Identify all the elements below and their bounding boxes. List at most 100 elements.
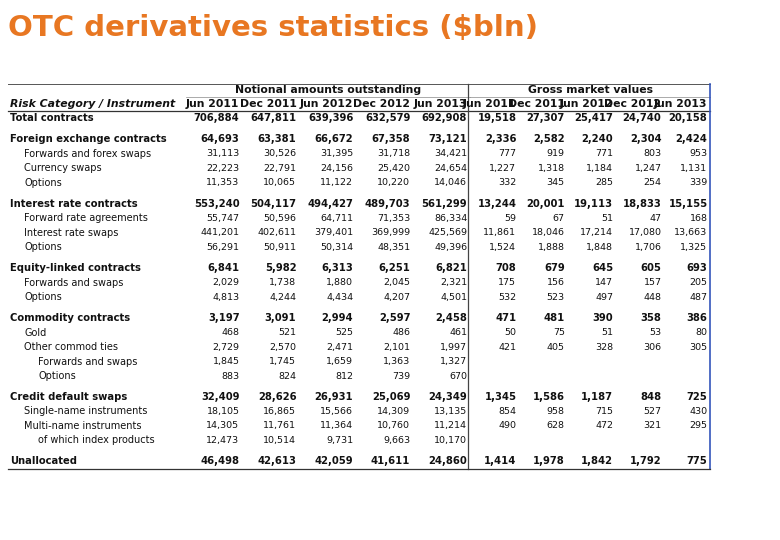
- Text: 321: 321: [644, 421, 661, 430]
- Text: 32,409: 32,409: [201, 392, 239, 402]
- Text: 14,309: 14,309: [378, 407, 410, 416]
- Text: 715: 715: [595, 407, 613, 416]
- Text: 486: 486: [392, 328, 410, 337]
- Text: 472: 472: [595, 421, 613, 430]
- Text: 775: 775: [686, 456, 707, 467]
- Text: 71,353: 71,353: [377, 214, 410, 223]
- Text: Commodity contracts: Commodity contracts: [10, 313, 130, 323]
- Text: 53: 53: [649, 328, 661, 337]
- Text: 306: 306: [644, 342, 661, 352]
- Text: 605: 605: [640, 263, 661, 273]
- Text: 10,514: 10,514: [264, 436, 296, 445]
- Text: 692,908: 692,908: [422, 113, 467, 124]
- Text: 42,613: 42,613: [257, 456, 296, 467]
- Text: 2,240: 2,240: [581, 134, 613, 144]
- Text: 487: 487: [690, 293, 707, 302]
- Text: 16,865: 16,865: [264, 407, 296, 416]
- Text: 1,247: 1,247: [634, 164, 661, 173]
- Text: 532: 532: [498, 293, 516, 302]
- Text: 1,586: 1,586: [533, 392, 565, 402]
- Text: 1,978: 1,978: [533, 456, 565, 467]
- Text: of which index products: of which index products: [38, 435, 155, 445]
- Text: 56,291: 56,291: [207, 243, 239, 252]
- Text: Jun 2012: Jun 2012: [559, 99, 613, 109]
- Text: 481: 481: [544, 313, 565, 323]
- Text: 1,524: 1,524: [489, 243, 516, 252]
- Text: 1,184: 1,184: [586, 164, 613, 173]
- Text: 523: 523: [547, 293, 565, 302]
- Text: 147: 147: [595, 278, 613, 287]
- Text: 1,888: 1,888: [537, 243, 565, 252]
- Text: 441,201: 441,201: [200, 228, 239, 237]
- Text: 1,187: 1,187: [581, 392, 613, 402]
- Text: 2,304: 2,304: [629, 134, 661, 144]
- Text: 11,761: 11,761: [264, 421, 296, 430]
- Text: 10,170: 10,170: [434, 436, 467, 445]
- Text: 168: 168: [690, 214, 707, 223]
- Text: Gold: Gold: [24, 328, 47, 338]
- Text: 2,029: 2,029: [212, 278, 239, 287]
- Text: 28,626: 28,626: [257, 392, 296, 402]
- Text: 157: 157: [644, 278, 661, 287]
- Text: 1,792: 1,792: [629, 456, 661, 467]
- Text: 4,813: 4,813: [212, 293, 239, 302]
- Text: 26,931: 26,931: [314, 392, 353, 402]
- Text: Jun 2013: Jun 2013: [413, 99, 467, 109]
- Text: 305: 305: [690, 342, 707, 352]
- Text: 771: 771: [595, 150, 613, 158]
- Text: 295: 295: [690, 421, 707, 430]
- Text: Gross market values: Gross market values: [527, 85, 653, 95]
- Text: 51: 51: [601, 328, 613, 337]
- Text: Interest rate swaps: Interest rate swaps: [24, 228, 119, 238]
- Text: 824: 824: [278, 372, 296, 381]
- Text: 22,223: 22,223: [207, 164, 239, 173]
- Text: Options: Options: [24, 292, 62, 302]
- Text: 11,122: 11,122: [321, 178, 353, 187]
- Text: 1,327: 1,327: [440, 357, 467, 366]
- Text: 31,718: 31,718: [378, 150, 410, 158]
- Text: 1,738: 1,738: [269, 278, 296, 287]
- Text: 1,345: 1,345: [484, 392, 516, 402]
- Text: 27,307: 27,307: [526, 113, 565, 124]
- Text: 1,227: 1,227: [489, 164, 516, 173]
- Text: 4,207: 4,207: [383, 293, 410, 302]
- Text: 1,845: 1,845: [212, 357, 239, 366]
- Text: Options: Options: [24, 178, 62, 188]
- Text: 41,611: 41,611: [371, 456, 410, 467]
- Text: 25,420: 25,420: [378, 164, 410, 173]
- Text: 25,069: 25,069: [372, 392, 410, 402]
- Text: Jun 2011: Jun 2011: [186, 99, 239, 109]
- Text: Forwards and forex swaps: Forwards and forex swaps: [24, 149, 151, 159]
- Text: 497: 497: [595, 293, 613, 302]
- Text: Dec 2012: Dec 2012: [353, 99, 410, 109]
- Text: Forwards and swaps: Forwards and swaps: [38, 356, 137, 367]
- Text: 75: 75: [553, 328, 565, 337]
- Text: 332: 332: [498, 178, 516, 187]
- Text: 24,740: 24,740: [622, 113, 661, 124]
- Text: 639,396: 639,396: [308, 113, 353, 124]
- Text: 9,731: 9,731: [326, 436, 353, 445]
- Text: 2,582: 2,582: [533, 134, 565, 144]
- Text: Currency swaps: Currency swaps: [24, 164, 102, 173]
- Text: 63,381: 63,381: [257, 134, 296, 144]
- Text: 31,113: 31,113: [206, 150, 239, 158]
- Text: Single-name instruments: Single-name instruments: [24, 407, 147, 416]
- Text: 708: 708: [495, 263, 516, 273]
- Text: 13,135: 13,135: [434, 407, 467, 416]
- Text: 345: 345: [547, 178, 565, 187]
- Text: 64,711: 64,711: [321, 214, 353, 223]
- Text: 50: 50: [505, 328, 516, 337]
- Text: 647,811: 647,811: [250, 113, 296, 124]
- Text: 561,299: 561,299: [422, 199, 467, 209]
- Text: 1,325: 1,325: [680, 243, 707, 252]
- Text: 30,526: 30,526: [264, 150, 296, 158]
- Text: 1,659: 1,659: [326, 357, 353, 366]
- Text: 50,911: 50,911: [264, 243, 296, 252]
- Text: 4,434: 4,434: [326, 293, 353, 302]
- Text: 489,703: 489,703: [365, 199, 410, 209]
- Text: 48,351: 48,351: [378, 243, 410, 252]
- Text: Notional amounts outstanding: Notional amounts outstanding: [235, 85, 421, 95]
- Text: 958: 958: [547, 407, 565, 416]
- Text: 20,158: 20,158: [668, 113, 707, 124]
- Text: 402,611: 402,611: [257, 228, 296, 237]
